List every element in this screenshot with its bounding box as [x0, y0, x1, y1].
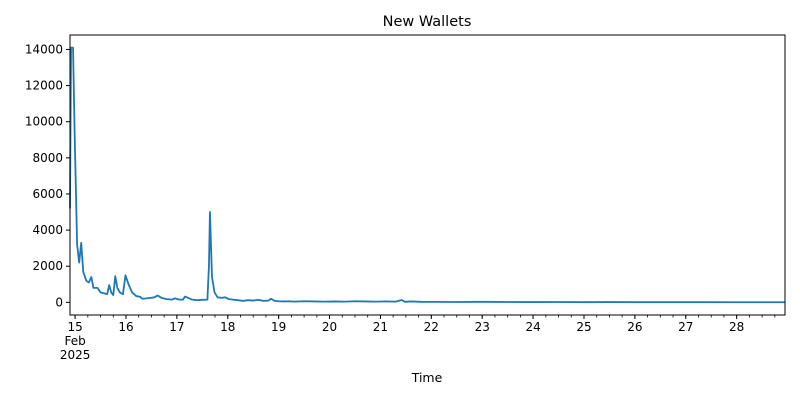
x-tick-sublabel: 2025 — [60, 348, 91, 362]
y-tick-label: 10000 — [25, 115, 63, 129]
x-tick-label: 28 — [729, 320, 744, 334]
x-tick-sublabel: Feb — [64, 334, 85, 348]
series-line — [69, 46, 785, 304]
x-tick-label: 24 — [525, 320, 540, 334]
axes-frame — [69, 34, 786, 316]
x-tick-label: 15 — [67, 320, 82, 334]
x-tick-label: 19 — [271, 320, 286, 334]
chart-title: New Wallets — [383, 14, 472, 30]
x-tick-label: 25 — [576, 320, 591, 334]
x-tick-label: 27 — [678, 320, 693, 334]
x-tick-label: 17 — [169, 320, 184, 334]
y-tick-label: 12000 — [25, 79, 63, 93]
x-tick-label: 22 — [424, 320, 439, 334]
x-tick-label: 20 — [322, 320, 337, 334]
y-tick-label: 4000 — [32, 223, 63, 237]
y-tick-label: 0 — [55, 295, 63, 309]
x-axis-label: Time — [411, 370, 443, 385]
plot-area — [69, 34, 786, 316]
y-tick-label: 8000 — [32, 151, 63, 165]
x-tick-label: 18 — [220, 320, 235, 334]
x-tick-label: 16 — [118, 320, 133, 334]
x-tick-label: 21 — [373, 320, 388, 334]
y-tick-label: 14000 — [25, 42, 63, 56]
y-tick-label: 6000 — [32, 187, 63, 201]
x-tick-label: 23 — [475, 320, 490, 334]
y-axis: 0 2000 4000 6000 8000 10000 12000 14000 — [25, 42, 70, 309]
x-tick-label: 26 — [627, 320, 642, 334]
y-tick-label: 2000 — [32, 259, 63, 273]
